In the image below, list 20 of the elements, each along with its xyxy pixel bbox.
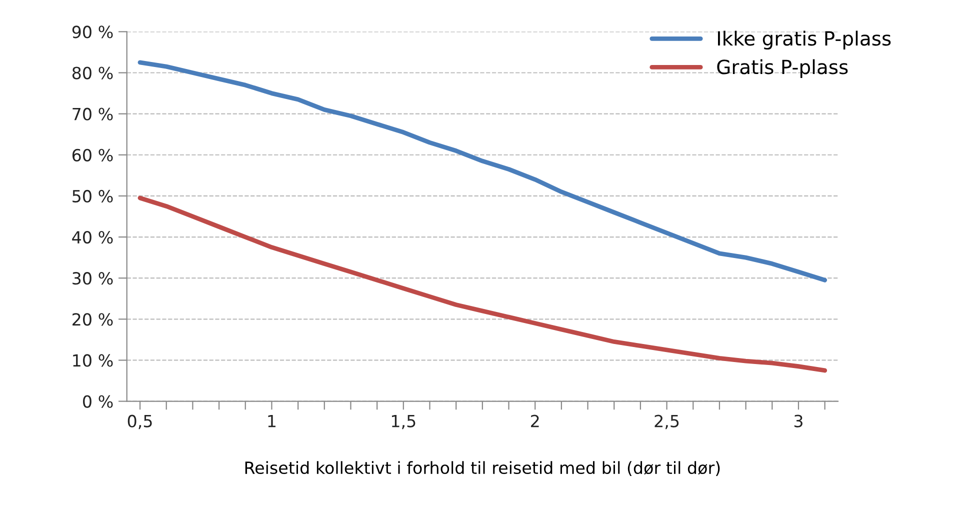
- x-tick-label: 1: [268, 414, 276, 428]
- x-tick-label: 2: [531, 414, 539, 428]
- y-tick-label: 0 %: [83, 395, 113, 408]
- y-tick-label: 50 %: [72, 190, 113, 203]
- y-tick-label: 40 %: [72, 230, 113, 244]
- x-tick-label: 1,5: [392, 414, 416, 430]
- y-tick-label: 80 %: [72, 66, 113, 80]
- legend-label: Gratis P-plass: [717, 59, 848, 78]
- y-tick-label: 90 %: [72, 26, 113, 38]
- legend-label: Ikke gratis P-plass: [718, 30, 891, 50]
- x-tick-label: 2,5: [654, 414, 679, 430]
- y-tick-label: 20 %: [72, 313, 113, 326]
- y-tick-label: 60 %: [72, 148, 113, 162]
- y-tick-label: 70 %: [72, 108, 113, 120]
- y-tick-label: 30 %: [72, 272, 113, 285]
- x-tick-label: 3: [794, 414, 802, 428]
- x-tick-label: 0,5: [128, 414, 152, 430]
- y-tick-label: 10 %: [73, 354, 113, 367]
- line-series: [138, 196, 828, 373]
- x-axis-title: Reisetid kollektivt i forhold til reisetid med bil (dør til dør): [245, 461, 720, 476]
